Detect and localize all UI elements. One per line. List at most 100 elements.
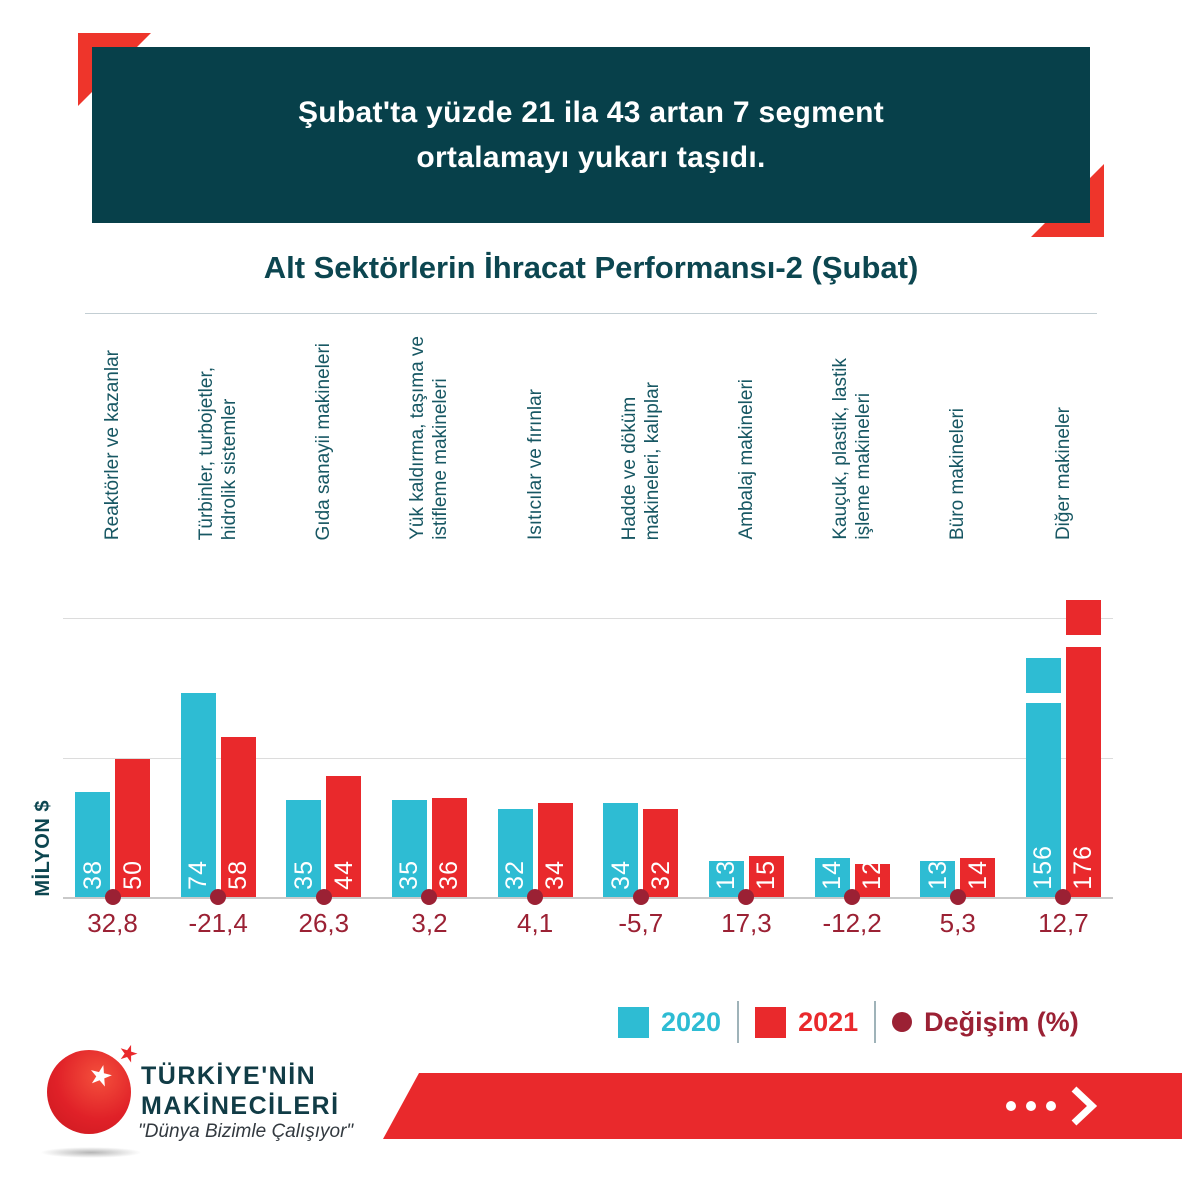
bar-group: 32 34 xyxy=(497,803,573,905)
bar-2021: 44 xyxy=(326,776,362,897)
change-dot xyxy=(315,889,332,905)
change-value: 17,3 xyxy=(721,908,772,938)
bars-row: 38 50 74 58 35 44 35 36 32 34 34 32 13 15 14 12 13 14 156 1… xyxy=(75,559,1101,905)
bottom-banner xyxy=(383,1073,1182,1139)
category-label-cell: Yük kaldırma, taşıma ve istifleme makine… xyxy=(392,318,467,540)
bar-value-label: 32 xyxy=(501,860,530,890)
change-values-row: 32,8 -21,4 26,3 3,2 4,1 -5,7 17,3 -12,2 5,3 12,7 xyxy=(75,908,1101,939)
legend-swatch-2021-icon xyxy=(755,1006,787,1038)
change-cell: -21,4 xyxy=(181,908,256,939)
bar-2020: 35 xyxy=(286,800,322,897)
bar-break-gap xyxy=(1066,635,1101,647)
bar-2020: 32 xyxy=(497,809,533,897)
chevron-right-icon xyxy=(1071,1086,1097,1126)
category-label-cell: Reaktörler ve kazanlar xyxy=(75,318,150,540)
category-label: Yük kaldırma, taşıma ve istifleme makine… xyxy=(407,336,452,540)
bar-value-label: 15 xyxy=(752,860,781,890)
change-cell: 26,3 xyxy=(286,908,361,939)
ellipsis-dot-icon xyxy=(1026,1101,1036,1111)
change-dot xyxy=(104,889,121,905)
bar-2021: 12 xyxy=(854,860,890,897)
header-text-line-2: ortalamayı yukarı taşıdı. xyxy=(416,141,766,174)
bar-group: 156 176 xyxy=(1025,600,1101,905)
bar-break-cap xyxy=(1065,600,1101,635)
bar-2021: 36 xyxy=(431,798,467,897)
change-dot xyxy=(949,889,966,905)
bar-2020: 34 xyxy=(603,803,639,897)
change-cell: 17,3 xyxy=(709,908,784,939)
change-value: 4,1 xyxy=(517,908,554,938)
change-dot xyxy=(632,889,649,905)
bar-value-label: 50 xyxy=(118,860,147,890)
star-icon: ★ xyxy=(114,1037,143,1069)
change-value: 26,3 xyxy=(298,908,350,938)
category-label: Reaktörler ve kazanlar xyxy=(102,349,123,540)
bar-group: 14 12 xyxy=(814,858,890,905)
category-label: Kauçuk, plastik, lastik işleme makineler… xyxy=(830,358,875,540)
category-label: Ambalaj makineleri xyxy=(735,379,757,540)
category-label-cell: Kauçuk, plastik, lastik işleme makineler… xyxy=(815,318,890,540)
category-label-cell: Isıtıcılar ve fırınlar xyxy=(498,318,573,540)
chart-title: Alt Sektörlerin İhracat Performansı-2 (Ş… xyxy=(263,250,919,285)
legend-label-2020: 2020 xyxy=(661,1006,722,1037)
chart-area: 38 50 74 58 35 44 35 36 32 34 34 32 13 15 14 12 13 14 156 1… xyxy=(63,557,1113,905)
category-label: Gıda sanayii makineleri xyxy=(313,342,335,540)
bar-value-label: 12 xyxy=(858,860,887,890)
bar-value-label: 44 xyxy=(329,860,358,890)
bar-2021: 15 xyxy=(748,856,784,897)
bar-group: 35 36 xyxy=(391,798,467,905)
bar-2021: 58 xyxy=(220,737,256,897)
change-cell: -5,7 xyxy=(603,908,678,939)
bar-2020: 35 xyxy=(391,800,427,897)
category-label: Büro makineleri xyxy=(947,408,969,540)
logo-shadow xyxy=(40,1147,142,1158)
bar-value-label: 36 xyxy=(435,860,464,890)
bar-value-label: 32 xyxy=(646,860,675,890)
legend-divider xyxy=(737,1001,740,1043)
bar-value-label: 74 xyxy=(184,860,213,890)
bar-value-label: 34 xyxy=(606,860,635,890)
category-label: Türbinler, turbojetler, hidrolik sisteml… xyxy=(196,366,241,540)
change-cell: 12,7 xyxy=(1026,908,1101,939)
bar-group: 74 58 xyxy=(180,693,256,905)
bar-group: 34 32 xyxy=(603,803,679,905)
category-label-cell: Türbinler, turbojetler, hidrolik sisteml… xyxy=(181,318,256,540)
logo-globe xyxy=(47,1050,131,1134)
y-axis-label-wrap: MİLYON $ xyxy=(28,758,58,897)
change-dot xyxy=(844,889,861,905)
change-value: -21,4 xyxy=(188,908,248,938)
change-value: 3,2 xyxy=(411,908,448,938)
bar-main-segment: 176 xyxy=(1065,647,1101,897)
change-cell: 32,8 xyxy=(75,908,150,939)
bar-main-segment: 156 xyxy=(1025,703,1061,897)
category-label: Hadde ve döküm makineleri, kalıplar xyxy=(618,381,663,540)
category-label-cell: Hadde ve döküm makineleri, kalıplar xyxy=(603,318,678,540)
bar-2020: 13 xyxy=(708,860,744,897)
legend-item-change: Değişim (%) xyxy=(892,1007,1079,1038)
legend-label-2021: 2021 xyxy=(798,1006,859,1037)
bar-2020: 156 xyxy=(1025,658,1061,897)
bar-value-label: 58 xyxy=(224,860,253,890)
category-label-cell: Büro makineleri xyxy=(920,318,995,540)
bar-value-label: 35 xyxy=(289,860,318,890)
bar-2021: 32 xyxy=(643,809,679,897)
change-cell: 5,3 xyxy=(920,908,995,939)
y-axis-label: MİLYON $ xyxy=(31,800,54,897)
bar-group: 13 15 xyxy=(708,856,784,905)
legend-swatch-2020-icon xyxy=(618,1006,649,1038)
legend: 2020 2021 Değişim (%) xyxy=(618,1001,1079,1043)
bar-2020: 13 xyxy=(920,860,956,897)
bar-2020: 14 xyxy=(814,858,850,897)
header-banner: Şubat'ta yüzde 21 ila 43 artan 7 segment… xyxy=(92,47,1090,223)
change-dot xyxy=(210,889,227,905)
category-label: Isıtıcılar ve fırınlar xyxy=(524,389,546,540)
legend-item-2020: 2020 xyxy=(618,1006,722,1038)
change-value: -5,7 xyxy=(618,908,664,938)
change-value: 32,8 xyxy=(87,908,138,938)
next-arrow[interactable] xyxy=(1006,1073,1097,1139)
bar-break-cap xyxy=(1025,658,1061,693)
bar-2021: 176 xyxy=(1065,600,1101,897)
bar-value-label: 35 xyxy=(395,860,424,890)
change-cell: -12,2 xyxy=(815,908,890,939)
